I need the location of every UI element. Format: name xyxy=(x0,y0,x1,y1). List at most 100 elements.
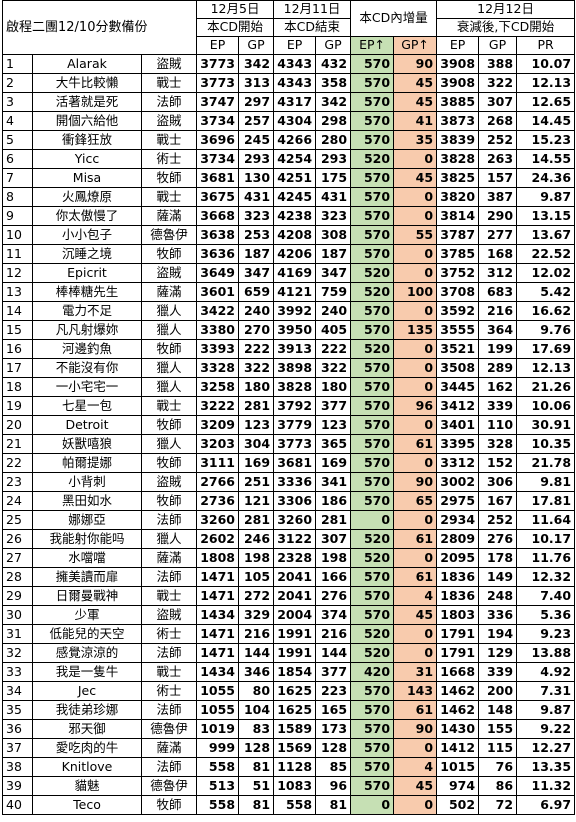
player-name: 少軍 xyxy=(32,605,142,625)
ep-increase: 570 xyxy=(350,434,395,454)
ep-start: 3773 xyxy=(196,54,240,74)
ep-increase: 570 xyxy=(350,586,395,606)
player-class: 戰士 xyxy=(140,586,198,606)
ep-start: 2736 xyxy=(196,491,240,511)
player-class: 戰士 xyxy=(140,662,198,682)
player-class: 盜賊 xyxy=(140,111,198,131)
ep-start: 3601 xyxy=(196,282,240,302)
gp-next: 388 xyxy=(478,54,518,74)
gp-next: 306 xyxy=(478,472,518,492)
ep-increase: 570 xyxy=(350,377,395,397)
gp-end: 405 xyxy=(315,320,352,340)
table-row: 7 Misa 牧師 3681 130 4251 175 570 45 3825 157 24.36 xyxy=(2,168,576,188)
ep-start: 3734 xyxy=(196,111,240,131)
gp-next: 86 xyxy=(478,776,518,796)
gp-increase: 4 xyxy=(393,586,438,606)
gp-next: 683 xyxy=(478,282,518,302)
gp-start: 253 xyxy=(238,225,275,245)
gp-next: 155 xyxy=(478,719,518,739)
table-row: 15 凡凡射爆妳 獵人 3380 270 3950 405 570 135 3555 364 9.76 xyxy=(2,320,576,340)
player-class: 德魯伊 xyxy=(140,225,198,245)
gp-increase: 0 xyxy=(393,643,438,663)
ep-start: 3111 xyxy=(196,453,240,473)
row-index: 27 xyxy=(2,548,33,568)
player-name: 我能射你能吗 xyxy=(32,529,142,549)
player-name: 一小宅宅一 xyxy=(32,377,142,397)
player-name: Alarak xyxy=(32,54,142,74)
table-row: 2 大牛比較懶 戰士 3773 313 4343 358 570 45 3908 322 12.13 xyxy=(2,73,576,93)
gp-start: 270 xyxy=(238,320,275,340)
player-name: 你太傲慢了 xyxy=(32,206,142,226)
gp-increase: 100 xyxy=(393,282,438,302)
gp-start: 323 xyxy=(238,206,275,226)
header-ep-up: EP↑ xyxy=(350,36,395,55)
gp-start: 105 xyxy=(238,567,275,587)
row-index: 20 xyxy=(2,415,33,435)
ep-start: 558 xyxy=(196,757,240,777)
priority-ratio: 4.92 xyxy=(516,662,576,682)
ep-end: 1991 xyxy=(273,624,317,644)
player-name: 帕爾提娜 xyxy=(32,453,142,473)
ep-next: 3508 xyxy=(436,358,480,378)
gp-start: 272 xyxy=(238,586,275,606)
gp-increase: 0 xyxy=(393,187,438,207)
ep-end: 1854 xyxy=(273,662,317,682)
ep-increase: 570 xyxy=(350,358,395,378)
player-class: 戰士 xyxy=(140,396,198,416)
ep-next: 3445 xyxy=(436,377,480,397)
table-row: 11 沉睡之境 牧師 3636 187 4206 187 570 0 3785 168 22.52 xyxy=(2,244,576,264)
table-row: 12 Epicrit 盜賊 3649 347 4169 347 520 0 3752 312 12.0… xyxy=(2,263,576,283)
gp-increase: 135 xyxy=(393,320,438,340)
ep-next: 502 xyxy=(436,795,480,815)
player-class: 德魯伊 xyxy=(140,719,198,739)
ep-next: 1462 xyxy=(436,700,480,720)
priority-ratio: 7.40 xyxy=(516,586,576,606)
ep-start: 3696 xyxy=(196,130,240,150)
gp-next: 178 xyxy=(478,548,518,568)
priority-ratio: 10.35 xyxy=(516,434,576,454)
row-index: 28 xyxy=(2,567,33,587)
gp-end: 128 xyxy=(315,738,352,758)
player-name: 日爾曼戰神 xyxy=(32,586,142,606)
ep-end: 1569 xyxy=(273,738,317,758)
row-index: 3 xyxy=(2,92,33,112)
ep-next: 3908 xyxy=(436,73,480,93)
gp-increase: 0 xyxy=(393,624,438,644)
player-class: 德魯伊 xyxy=(140,776,198,796)
ep-start: 1471 xyxy=(196,624,240,644)
player-class: 獵人 xyxy=(140,434,198,454)
ep-next: 2975 xyxy=(436,491,480,511)
gp-start: 297 xyxy=(238,92,275,112)
player-class: 盜賊 xyxy=(140,263,198,283)
row-index: 10 xyxy=(2,225,33,245)
gp-increase: 35 xyxy=(393,130,438,150)
ep-next: 3839 xyxy=(436,130,480,150)
priority-ratio: 5.36 xyxy=(516,605,576,625)
ep-start: 1019 xyxy=(196,719,240,739)
ep-next: 3312 xyxy=(436,453,480,473)
table-row: 23 小背刺 盜賊 2766 251 3336 341 570 90 3002 306 9.81 xyxy=(2,472,576,492)
gp-end: 377 xyxy=(315,396,352,416)
row-index: 25 xyxy=(2,510,33,530)
player-name: 開個六給他 xyxy=(32,111,142,131)
ep-end: 1083 xyxy=(273,776,317,796)
gp-end: 216 xyxy=(315,624,352,644)
gp-start: 322 xyxy=(238,358,275,378)
gp-end: 298 xyxy=(315,111,352,131)
row-index: 31 xyxy=(2,624,33,644)
gp-start: 81 xyxy=(238,795,275,815)
gp-next: 328 xyxy=(478,434,518,454)
row-index: 30 xyxy=(2,605,33,625)
priority-ratio: 10.06 xyxy=(516,396,576,416)
row-index: 37 xyxy=(2,738,33,758)
header-dec11: 12月11日 xyxy=(273,0,352,19)
ep-start: 558 xyxy=(196,795,240,815)
player-name: 邪天御 xyxy=(32,719,142,739)
player-name: 低能兒的天空 xyxy=(32,624,142,644)
player-class: 術士 xyxy=(140,149,198,169)
ep-start: 3209 xyxy=(196,415,240,435)
ep-next: 3825 xyxy=(436,168,480,188)
gp-end: 144 xyxy=(315,643,352,663)
player-name: 水噹噹 xyxy=(32,548,142,568)
